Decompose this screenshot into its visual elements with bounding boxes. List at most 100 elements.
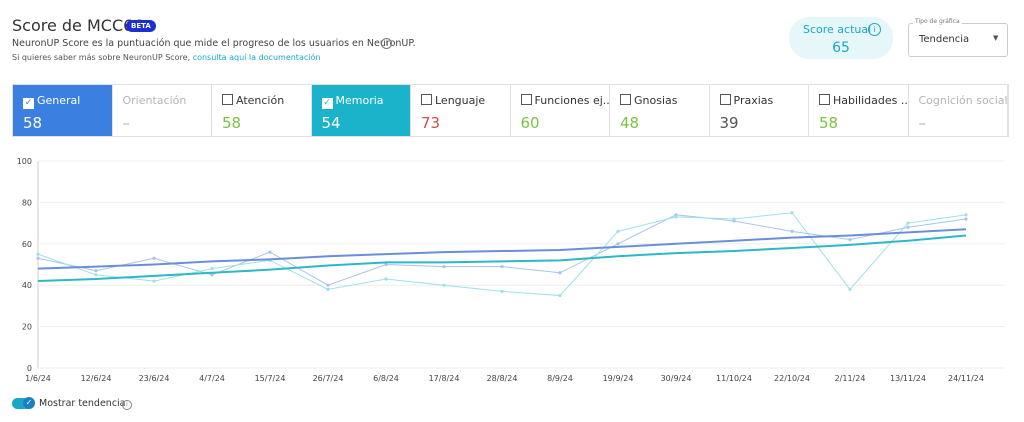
tab[interactable]: ✓ General 58	[13, 85, 113, 136]
tab[interactable]: Praxias 39	[710, 85, 809, 136]
checkbox	[222, 94, 233, 105]
score-value: 65	[832, 40, 850, 56]
description: NeuronUP Score es la puntuación que mide…	[12, 38, 416, 49]
checkbox	[421, 94, 432, 105]
x-tick-label: 15/7/24	[255, 374, 286, 383]
tab-name: Habilidades ...	[819, 94, 907, 107]
info-icon[interactable]: i	[381, 38, 392, 49]
x-tick-label: 23/6/24	[139, 374, 170, 383]
doc-link[interactable]: consulta aquí la documentación	[192, 53, 321, 62]
checkbox	[719, 94, 731, 105]
score-label: Score actual	[803, 23, 872, 36]
point	[210, 267, 214, 271]
tab-value: 48	[620, 114, 640, 132]
tab: Orientación –	[113, 85, 212, 136]
x-tick-label: 17/8/24	[429, 374, 460, 383]
toggle-info[interactable]: i	[122, 400, 132, 410]
x-tick-label: 1/6/24	[25, 374, 51, 383]
trend-line	[37, 228, 967, 270]
tab-label: Praxias	[733, 94, 774, 107]
x-tick-label: 19/9/24	[603, 374, 634, 383]
raw-line	[37, 212, 967, 297]
x-tick-label: 4/7/24	[199, 374, 225, 383]
checkbox: ✓	[321, 98, 333, 109]
point	[848, 238, 852, 242]
point	[964, 213, 968, 217]
point	[558, 271, 562, 275]
tab[interactable]: Lenguaje 73	[411, 85, 511, 136]
tab[interactable]: ✓ Memoria 54	[311, 85, 411, 136]
toggle[interactable]: ✓	[12, 397, 35, 409]
score-box: Score actual i 65	[789, 17, 893, 59]
score-info[interactable]: i	[868, 23, 881, 36]
point	[500, 289, 504, 294]
tab[interactable]: Atención 58	[212, 85, 312, 136]
x-tick-label: 6/8/24	[373, 374, 399, 383]
tab-label: Orientación	[122, 94, 187, 107]
select-arrow: ▼	[993, 34, 999, 42]
point	[616, 242, 620, 246]
point	[268, 250, 272, 254]
point	[210, 273, 214, 277]
point	[848, 287, 852, 291]
x-tick-label: 12/6/24	[81, 374, 112, 383]
select-value: Tendencia	[919, 34, 970, 45]
x-tick-label: 22/10/24	[774, 374, 810, 383]
tab-value: 58	[222, 114, 242, 132]
point	[616, 229, 620, 233]
point	[500, 264, 504, 269]
x-tick-label: 26/7/24	[313, 374, 344, 383]
chart-type-select[interactable]: Tipo de gráfica Tendencia ▼	[908, 18, 1008, 57]
y-tick-label: 100	[17, 157, 32, 166]
tab-label: Gnosias	[634, 94, 678, 107]
tab-name: Cognición social	[919, 94, 1007, 107]
y-tick-label: 20	[22, 323, 32, 332]
tab-value: 58	[23, 114, 43, 132]
point	[36, 252, 40, 256]
point	[442, 264, 446, 269]
tab[interactable]: Gnosias 48	[610, 85, 710, 136]
point	[964, 217, 968, 221]
tab-name: Funciones ej...	[520, 94, 609, 107]
tab-label: Funciones ej...	[534, 94, 609, 107]
point	[558, 293, 562, 298]
select-label: Tipo de gráfica	[913, 18, 962, 25]
tab-name: Lenguaje	[421, 94, 509, 107]
point	[94, 273, 98, 277]
tab-value: 54	[321, 114, 341, 132]
y-tick-label: 80	[22, 198, 32, 207]
point	[790, 211, 794, 215]
tab[interactable]: Funciones ej... 60	[511, 85, 610, 136]
point	[326, 287, 330, 291]
tab-label: Cognición social	[918, 94, 1007, 107]
point	[732, 217, 736, 221]
doc-line: Si quieres saber más sobre NeuronUP Scor…	[12, 53, 320, 62]
tab-name: Gnosias	[620, 94, 708, 107]
x-tick-label: 13/11/24	[890, 374, 926, 383]
point	[674, 215, 678, 219]
tab-value: 58	[819, 114, 839, 132]
tab-label: Habilidades ...	[833, 94, 907, 107]
point	[326, 283, 330, 287]
point	[384, 277, 388, 281]
trend-line	[37, 234, 967, 283]
y-tick-label: 0	[27, 364, 32, 373]
point	[152, 279, 156, 283]
tab-label: General	[37, 94, 81, 107]
checkbox	[620, 94, 631, 105]
tab-name: Orientación	[123, 94, 211, 107]
doc-prefix: Si quieres saber más sobre NeuronUP Scor…	[12, 53, 191, 62]
point	[906, 221, 910, 225]
x-tick-label: 11/10/24	[716, 374, 752, 383]
point	[36, 256, 40, 260]
checkbox: ✓	[23, 98, 34, 109]
tab[interactable]: Habilidades ... 58	[809, 85, 909, 136]
y-tick-label: 40	[22, 281, 32, 290]
tab-label: Lenguaje	[435, 94, 486, 107]
tab-name: Atención	[222, 94, 310, 107]
chart: 0 20 40 60 80 100 1/6/24 12/6/24 23/6/24 4/7/24 15…	[17, 157, 1005, 383]
tab-value: 39	[719, 114, 739, 132]
tab-label: Atención	[236, 94, 285, 107]
point	[906, 225, 910, 229]
